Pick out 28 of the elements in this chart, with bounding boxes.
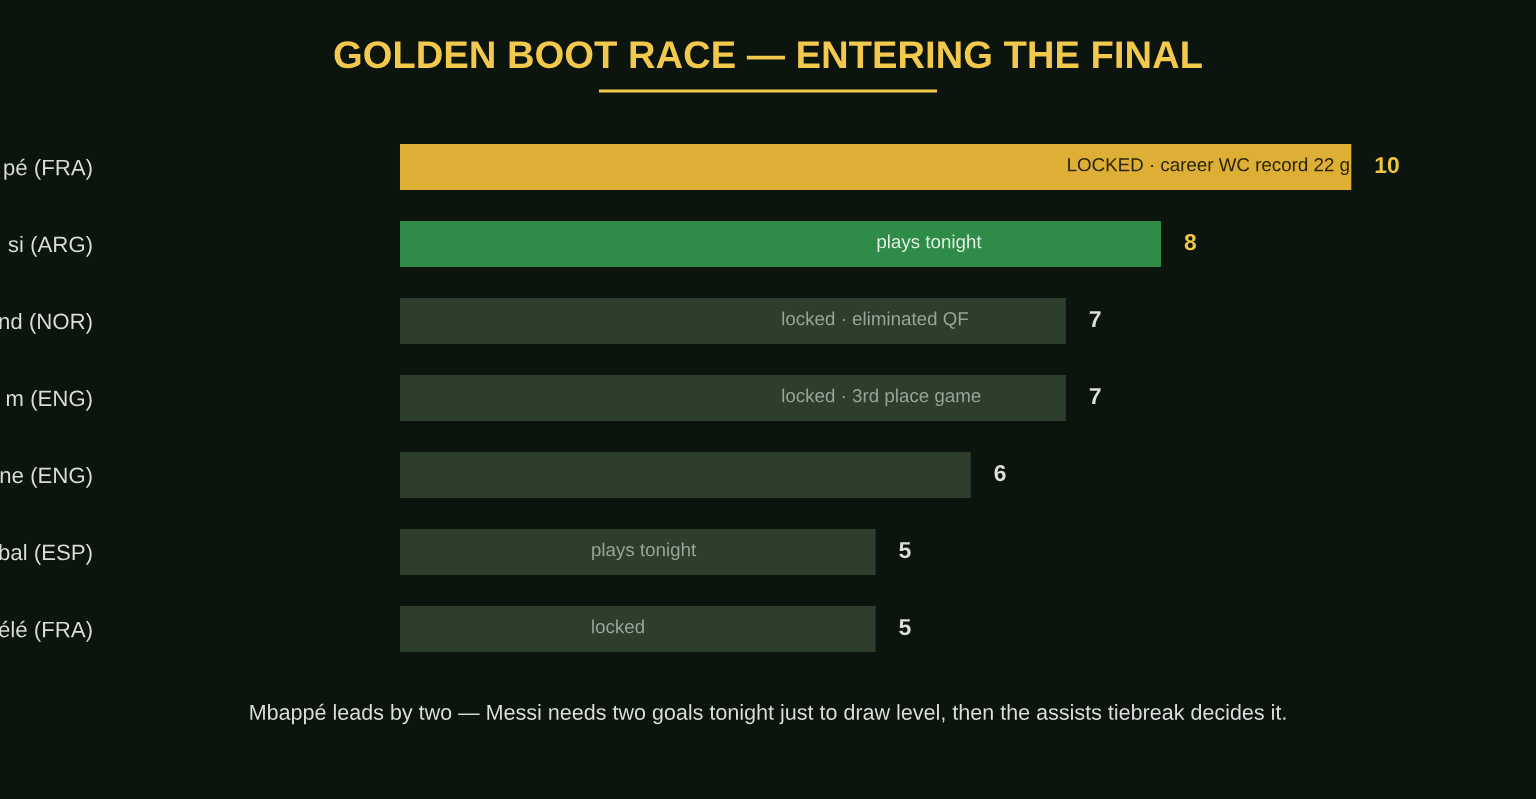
- data-label: 7: [1089, 311, 1101, 327]
- annotation: plays tonight: [592, 542, 697, 561]
- y-tick-label: pé (FRA): [4, 158, 92, 180]
- annotation: locked · 3rd place game: [782, 388, 981, 407]
- data-label: 6: [994, 464, 1006, 482]
- bar: [400, 605, 876, 653]
- y-tick-label: nd (NOR): [0, 312, 92, 334]
- annotation: locked · eliminated QF: [782, 311, 969, 329]
- bar: [400, 451, 971, 499]
- chart-title: GOLDEN BOOT RACE — ENTERING THE FINAL: [334, 41, 1202, 69]
- data-label: 7: [1089, 388, 1101, 404]
- text: Mbappé leads by two — Messi needs two goals tonight just to draw level, then the assists tiebreak decides it.: [250, 703, 1286, 725]
- y-tick-label: ne (ENG): [0, 466, 92, 488]
- data-label: 8: [1184, 233, 1196, 251]
- bar: [400, 374, 1066, 422]
- data-label: 5: [899, 542, 911, 559]
- y-tick-label: m (ENG): [6, 389, 92, 411]
- annotation: LOCKED · career WC record 22 g: [1068, 157, 1349, 176]
- y-tick-label: si (ARG): [8, 235, 92, 257]
- bar: [400, 297, 1066, 345]
- bar: [400, 143, 1352, 191]
- annotation: locked: [592, 619, 644, 634]
- y-tick-label: bal (ESP): [0, 543, 92, 565]
- bar: [400, 528, 876, 576]
- bar: [400, 220, 1162, 268]
- data-label: 10: [1375, 156, 1399, 174]
- annotation: plays tonight: [877, 234, 982, 253]
- data-label: 5: [899, 619, 911, 636]
